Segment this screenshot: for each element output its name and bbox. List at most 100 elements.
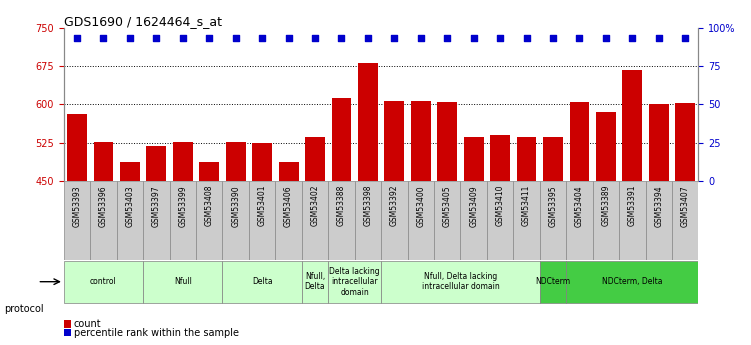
Text: percentile rank within the sample: percentile rank within the sample [74,328,239,337]
Bar [517,138,536,181]
Point [362,35,374,41]
Bar [305,138,325,181]
Text: GSM53405: GSM53405 [443,185,452,227]
Bar [646,181,672,260]
Bar [382,261,540,303]
Point [442,35,454,41]
Text: Nfull: Nfull [174,277,192,286]
Bar [569,102,590,181]
Text: GDS1690 / 1624464_s_at: GDS1690 / 1624464_s_at [64,14,222,28]
Bar [434,181,460,260]
Bar [170,181,196,260]
Bar [143,181,170,260]
Text: GSM53393: GSM53393 [73,185,82,227]
Bar [593,181,619,260]
Bar [120,161,140,181]
Bar [543,138,563,181]
Text: GSM53398: GSM53398 [363,185,372,226]
Point [520,35,532,41]
Text: Delta: Delta [252,277,273,286]
Point [98,35,110,41]
Bar [173,141,193,181]
Bar [143,261,222,303]
Bar [382,181,408,260]
Bar [64,181,90,260]
Bar [487,181,514,260]
Bar [328,261,382,303]
Bar [302,261,328,303]
Text: GSM53410: GSM53410 [496,185,505,226]
Point [309,35,321,41]
Text: GSM53395: GSM53395 [548,185,557,227]
Bar [619,181,646,260]
Point [71,35,83,41]
Text: GSM53401: GSM53401 [258,185,267,226]
Bar [460,181,487,260]
Text: control: control [90,277,117,286]
Bar [226,141,246,181]
Bar [279,161,298,181]
Bar [566,261,698,303]
Bar [540,181,566,260]
Text: GSM53402: GSM53402 [310,185,319,226]
Bar [514,181,540,260]
Bar [116,181,143,260]
Text: GSM53397: GSM53397 [152,185,161,227]
Bar [222,181,249,260]
Point [282,35,294,41]
Bar [464,138,484,181]
Point [468,35,480,41]
Point [176,35,189,41]
Text: GSM53409: GSM53409 [469,185,478,227]
Bar [437,102,457,181]
Point [574,35,586,41]
Point [230,35,242,41]
Point [388,35,400,41]
Bar [64,261,143,303]
Bar [354,181,382,260]
Bar [675,103,695,181]
Text: GSM53391: GSM53391 [628,185,637,226]
Text: GSM53390: GSM53390 [231,185,240,227]
Bar [146,146,166,181]
Point [150,35,162,41]
Bar [331,98,351,181]
Point [204,35,216,41]
Point [336,35,348,41]
Bar [90,181,116,260]
Text: GSM53403: GSM53403 [125,185,134,227]
Text: NDCterm, Delta: NDCterm, Delta [602,277,662,286]
Text: GSM53407: GSM53407 [680,185,689,227]
Bar [328,181,354,260]
Point [626,35,638,41]
Point [653,35,665,41]
Text: protocol: protocol [4,304,44,314]
Text: GSM53406: GSM53406 [284,185,293,227]
Bar [596,112,616,181]
Bar [623,70,642,181]
Bar [672,181,698,260]
Point [494,35,506,41]
Bar [252,142,272,181]
Bar [302,181,328,260]
Point [256,35,268,41]
Point [124,35,136,41]
Bar [385,101,404,181]
Text: GSM53394: GSM53394 [654,185,663,227]
Point [679,35,691,41]
Bar [540,261,566,303]
Bar [358,63,378,181]
Text: GSM53404: GSM53404 [575,185,584,227]
Text: GSM53400: GSM53400 [416,185,425,227]
Bar [490,135,510,181]
Bar [566,181,593,260]
Bar [249,181,276,260]
Text: Nfull, Delta lacking
intracellular domain: Nfull, Delta lacking intracellular domai… [421,272,499,292]
Bar [222,261,302,303]
Text: NDCterm: NDCterm [535,277,571,286]
Text: GSM53408: GSM53408 [205,185,214,226]
Text: Delta lacking
intracellular
domain: Delta lacking intracellular domain [330,267,380,297]
Bar [408,181,434,260]
Point [547,35,559,41]
Bar [276,181,302,260]
